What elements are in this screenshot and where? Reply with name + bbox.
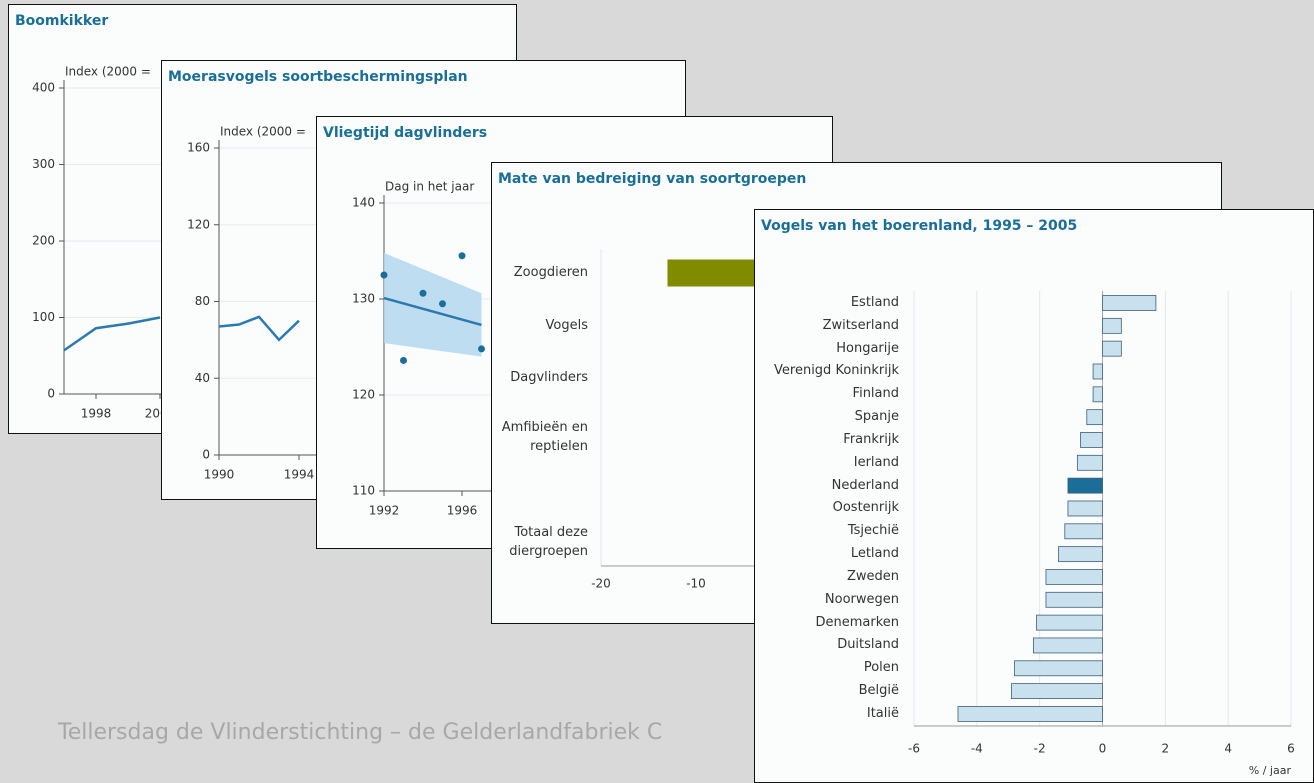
- category-label: Denemarken: [815, 614, 899, 630]
- category-label: Finland: [852, 386, 899, 402]
- category-label: Zwitserland: [822, 317, 899, 333]
- data-line: [218, 315, 300, 342]
- y-axis-title: Dag in het jaar: [385, 180, 474, 194]
- category-label: Amfibieën en reptielen: [501, 420, 588, 454]
- y-tick-label: 120: [187, 217, 210, 231]
- y-tick-label: 160: [187, 141, 210, 155]
- y-tick-label: 140: [352, 196, 375, 210]
- chart-title: Vogels van het boerenland, 1995 – 2005: [761, 218, 1078, 234]
- y-tick-label: 80: [195, 294, 210, 308]
- chart: -6 -4 -2 0 2 4 6 % / jaar: [908, 291, 1295, 777]
- y-axis-title: Index (2000 =: [220, 125, 306, 139]
- category-label: Spanje: [854, 409, 899, 425]
- y-tick-label: 400: [32, 81, 55, 95]
- category-label: Polen: [863, 660, 899, 676]
- bar: [1067, 500, 1103, 517]
- x-tick-label: 0: [1099, 742, 1107, 756]
- y-tick-label: 100: [32, 310, 55, 324]
- category-label: België: [858, 683, 899, 699]
- chart-title: Vliegtijd dagvlinders: [323, 125, 488, 141]
- x-tick-label: -10: [686, 577, 706, 591]
- y-tick-label: 40: [195, 371, 210, 385]
- bar: [1080, 432, 1103, 448]
- bar: [1036, 614, 1103, 631]
- data-point: [439, 300, 446, 308]
- x-tick-label: -20: [591, 577, 611, 591]
- x-tick-label: 1990: [204, 468, 235, 482]
- x-tick-label: 2: [1162, 742, 1170, 756]
- y-tick-label: 0: [202, 448, 210, 462]
- bar: [1010, 683, 1103, 700]
- category-label: Hongarije: [836, 340, 899, 356]
- x-axis-title: % / jaar: [1249, 764, 1292, 777]
- category-label: Dagvlinders: [510, 370, 588, 385]
- category-label: Zweden: [846, 568, 899, 584]
- data-point: [400, 356, 407, 364]
- category-label: Tsjechië: [847, 523, 899, 539]
- category-label: Zoogdieren: [513, 265, 588, 280]
- chart-title: Moerasvogels soortbeschermingsplan: [168, 69, 468, 85]
- category-label: Noorwegen: [824, 591, 899, 607]
- bar: [1032, 637, 1103, 654]
- y-tick-label: 110: [352, 484, 375, 498]
- bar: [1076, 454, 1103, 471]
- bar: [957, 706, 1103, 722]
- category-label: Italië: [866, 705, 899, 721]
- bar: [1092, 386, 1103, 403]
- category-label: Frankrijk: [843, 431, 899, 447]
- trend-line: [383, 296, 482, 327]
- y-tick-label: 120: [352, 388, 375, 402]
- x-tick-label: 1998: [81, 407, 112, 421]
- chart-title: Boomkikker: [15, 13, 109, 29]
- confidence-band: [384, 252, 482, 357]
- x-tick-label: -6: [908, 742, 920, 756]
- bar: [1092, 363, 1103, 380]
- category-label: Duitsland: [837, 637, 899, 653]
- x-tick-label: 6: [1287, 742, 1295, 756]
- category-label: Verenigd Koninkrijk: [774, 363, 899, 379]
- x-tick-label: -2: [1034, 742, 1046, 756]
- x-tick-label: -4: [971, 742, 983, 756]
- data-point: [419, 289, 427, 297]
- data-point: [478, 345, 485, 353]
- x-tick-label: 1994: [284, 468, 315, 482]
- bar: [1045, 591, 1103, 608]
- bar: [1102, 340, 1122, 357]
- data-point: [380, 271, 388, 279]
- y-axis-title: Index (2000 =: [65, 65, 151, 79]
- y-tick-label: 130: [352, 292, 375, 306]
- footer: Tellersdag de Vlinderstichting – de Geld…: [58, 720, 663, 745]
- x-tick-label: 1992: [369, 504, 400, 518]
- category-label: Vogels: [545, 318, 588, 333]
- category-label: Ierland: [853, 454, 899, 470]
- data-point: [458, 252, 466, 260]
- bar: [1102, 317, 1122, 334]
- bar: [1064, 523, 1103, 540]
- bar: [1058, 546, 1103, 563]
- chart-card: Vogels van het boerenland, 1995 – 2005 -6…: [754, 209, 1314, 783]
- category-label: Totaal deze diergroepen: [509, 525, 588, 559]
- x-tick-label: 4: [1224, 742, 1232, 756]
- category-label: Oostenrijk: [832, 500, 899, 516]
- chart-title: Mate van bedreiging van soortgroepen: [498, 171, 807, 187]
- y-tick-label: 200: [32, 234, 55, 248]
- data-line: [63, 316, 161, 352]
- bar: [1067, 477, 1103, 494]
- category-label: Nederland: [831, 477, 899, 493]
- bar: [1086, 409, 1103, 426]
- bar: [1102, 295, 1157, 311]
- y-tick-label: 0: [47, 387, 55, 401]
- x-tick-label: 1996: [447, 504, 478, 518]
- bar: [1014, 660, 1103, 677]
- category-label: Letland: [850, 546, 899, 562]
- category-label: Estland: [850, 295, 899, 310]
- y-tick-label: 300: [32, 157, 55, 171]
- bar: [1045, 569, 1103, 585]
